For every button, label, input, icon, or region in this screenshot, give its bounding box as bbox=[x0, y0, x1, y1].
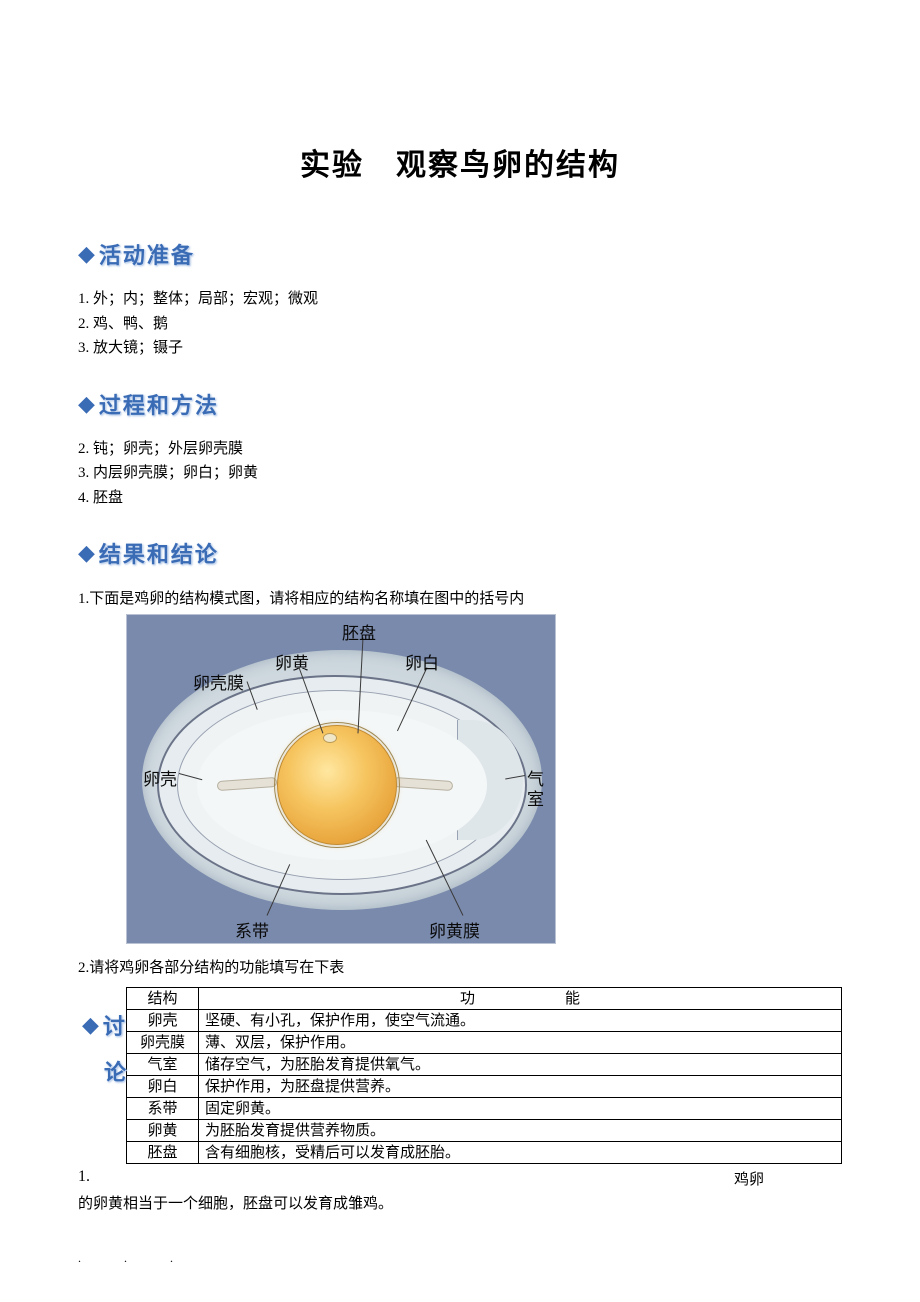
cell-structure: 系带 bbox=[127, 1098, 199, 1120]
egg-yolk bbox=[277, 725, 397, 845]
section-result-head: ◆ 结果和结论 bbox=[78, 537, 842, 569]
cell-function: 保护作用，为胚盘提供营养。 bbox=[199, 1076, 842, 1098]
diamond-icon: ◆ bbox=[78, 391, 95, 417]
cell-function: 储存空气，为胚胎发育提供氧气。 bbox=[199, 1054, 842, 1076]
diamond-icon: ◆ bbox=[78, 241, 95, 267]
table-row: 卵壳坚硬、有小孔，保护作用，使空气流通。 bbox=[127, 1010, 842, 1032]
label-luanke: 卵壳 bbox=[143, 765, 177, 790]
foot-line-2: 的卵黄相当于一个细胞，胚盘可以发育成雏鸡。 bbox=[78, 1192, 842, 1213]
cell-structure: 胚盘 bbox=[127, 1142, 199, 1164]
cell-function: 薄、双层，保护作用。 bbox=[199, 1032, 842, 1054]
table-header-row: 结构 功 能 bbox=[127, 988, 842, 1010]
foot-right-word: 鸡卵 bbox=[734, 1168, 764, 1189]
table-row: 系带固定卵黄。 bbox=[127, 1098, 842, 1120]
table-row: 胚盘含有细胞核，受精后可以发育成胚胎。 bbox=[127, 1142, 842, 1164]
cell-function: 坚硬、有小孔，保护作用，使空气流通。 bbox=[199, 1010, 842, 1032]
cell-function: 为胚胎发育提供营养物质。 bbox=[199, 1120, 842, 1142]
diamond-icon: ◆ bbox=[82, 1012, 99, 1038]
table-row: 卵壳膜薄、双层，保护作用。 bbox=[127, 1032, 842, 1054]
result-prompt-2: 2.请将鸡卵各部分结构的功能填写在下表 bbox=[78, 956, 842, 977]
footer-dots: . . . bbox=[78, 1251, 193, 1266]
list-item: 2. 鸡、鸭、鹅 bbox=[78, 313, 842, 336]
section-prep-head: ◆ 活动准备 bbox=[78, 238, 842, 270]
label-luanhuang: 卵黄 bbox=[275, 649, 309, 674]
cell-structure: 气室 bbox=[127, 1054, 199, 1076]
table-row: 卵白保护作用，为胚盘提供营养。 bbox=[127, 1076, 842, 1098]
section-method-label: 过程和方法 bbox=[99, 388, 219, 420]
label-xidai: 系带 bbox=[235, 917, 269, 942]
cell-function: 固定卵黄。 bbox=[199, 1098, 842, 1120]
list-item: 4. 胚盘 bbox=[78, 487, 842, 510]
section-discuss-label2: 论 bbox=[104, 1055, 128, 1087]
section-discuss-head: ◆ 讨 bbox=[82, 1009, 127, 1041]
foot-number: 1. bbox=[78, 1168, 100, 1186]
table-row: 卵黄为胚胎发育提供营养物质。 bbox=[127, 1120, 842, 1142]
prep-list: 1. 外；内；整体；局部；宏观；微观 2. 鸡、鸭、鹅 3. 放大镜；镊子 bbox=[78, 288, 842, 360]
section-result-label: 结果和结论 bbox=[99, 537, 219, 569]
list-item: 3. 放大镜；镊子 bbox=[78, 337, 842, 360]
section-discuss-head2: 论 bbox=[104, 1055, 128, 1087]
cell-structure: 卵白 bbox=[127, 1076, 199, 1098]
function-table: 结构 功 能 卵壳坚硬、有小孔，保护作用，使空气流通。卵壳膜薄、双层，保护作用。… bbox=[126, 987, 842, 1164]
th-structure: 结构 bbox=[127, 988, 199, 1010]
cell-structure: 卵壳 bbox=[127, 1010, 199, 1032]
result-prompt-1: 1.下面是鸡卵的结构模式图，请将相应的结构名称填在图中的括号内 bbox=[78, 587, 842, 608]
method-list: 2. 钝；卵壳；外层卵壳膜 3. 内层卵壳膜；卵白；卵黄 4. 胚盘 bbox=[78, 438, 842, 510]
cell-function: 含有细胞核，受精后可以发育成胚胎。 bbox=[199, 1142, 842, 1164]
label-luanhuangmo: 卵黄膜 bbox=[429, 917, 480, 942]
cell-structure: 卵壳膜 bbox=[127, 1032, 199, 1054]
table-row: 气室储存空气，为胚胎发育提供氧气。 bbox=[127, 1054, 842, 1076]
section-method-head: ◆ 过程和方法 bbox=[78, 388, 842, 420]
list-item: 3. 内层卵壳膜；卵白；卵黄 bbox=[78, 462, 842, 485]
diamond-icon: ◆ bbox=[78, 540, 95, 566]
page-title: 实验 观察鸟卵的结构 bbox=[78, 140, 842, 184]
list-item: 2. 钝；卵壳；外层卵壳膜 bbox=[78, 438, 842, 461]
label-qishi2: 室 bbox=[527, 785, 544, 810]
function-table-wrap: ◆ 讨 论 结构 功 能 卵壳坚硬、有小孔，保护作用，使空气流通。卵壳膜薄、双层… bbox=[126, 987, 842, 1164]
egg-diagram: 胚盘 卵黄 卵白 卵壳膜 卵壳 气 室 系带 卵黄膜 bbox=[126, 614, 556, 944]
label-peipan: 胚盘 bbox=[342, 619, 376, 644]
label-luankemo: 卵壳膜 bbox=[193, 669, 244, 694]
list-item: 1. 外；内；整体；局部；宏观；微观 bbox=[78, 288, 842, 311]
section-prep-label: 活动准备 bbox=[99, 238, 195, 270]
egg-germ-disc bbox=[323, 733, 337, 743]
label-luanbai: 卵白 bbox=[405, 649, 439, 674]
th-function: 功 能 bbox=[199, 988, 842, 1010]
cell-structure: 卵黄 bbox=[127, 1120, 199, 1142]
section-discuss-label1: 讨 bbox=[103, 1009, 127, 1041]
